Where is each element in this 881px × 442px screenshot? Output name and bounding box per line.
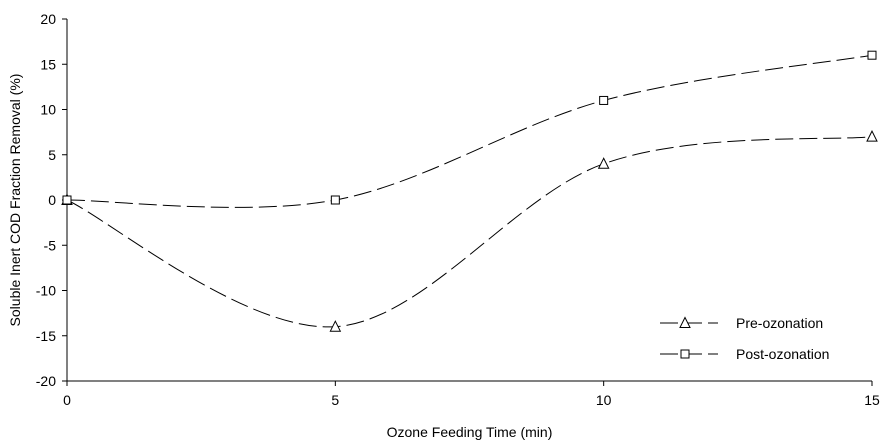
- x-tick-label: 0: [63, 392, 71, 408]
- legend-item: Post-ozonation: [660, 346, 829, 362]
- x-tick-label: 15: [864, 392, 880, 408]
- triangle-marker: [329, 320, 342, 332]
- triangle-marker: [866, 130, 878, 142]
- series-pre-ozonation: [61, 130, 878, 332]
- legend-marker: [680, 349, 690, 359]
- legend-label: Pre-ozonation: [736, 315, 823, 331]
- y-axis-title: Soluble Inert COD Fraction Removal (%): [7, 74, 23, 327]
- x-tick-label: 5: [331, 392, 339, 408]
- x-tick-label: 10: [596, 392, 612, 408]
- series-post-ozonation: [62, 50, 877, 208]
- square-marker: [867, 50, 877, 60]
- y-tick-label: 10: [40, 102, 56, 118]
- legend-item: Pre-ozonation: [660, 315, 823, 331]
- y-tick-label: -10: [36, 283, 56, 299]
- triangle-marker: [597, 157, 610, 169]
- y-tick-label: 20: [40, 11, 56, 27]
- series-layer: [61, 50, 878, 332]
- series-line: [66, 136, 873, 328]
- x-axis-title: Ozone Feeding Time (min): [387, 424, 553, 440]
- legend: Pre-ozonation Post-ozonation: [660, 315, 829, 362]
- y-tick-label: -5: [44, 237, 57, 253]
- square-marker: [599, 95, 609, 105]
- legend-marker: [679, 316, 691, 328]
- y-tick-label: -15: [36, 328, 56, 344]
- y-tick-label: 5: [48, 147, 56, 163]
- series-line: [66, 54, 873, 208]
- square-marker: [330, 195, 340, 205]
- y-tick-label: 0: [48, 192, 56, 208]
- y-tick-label: 15: [40, 56, 56, 72]
- y-tick-label: -20: [36, 373, 56, 389]
- tick-labels: 20 15 10 5 0 -5 -10 -15 -20 0 5 10 15: [36, 11, 880, 408]
- legend-label: Post-ozonation: [736, 346, 829, 362]
- square-marker: [62, 195, 72, 205]
